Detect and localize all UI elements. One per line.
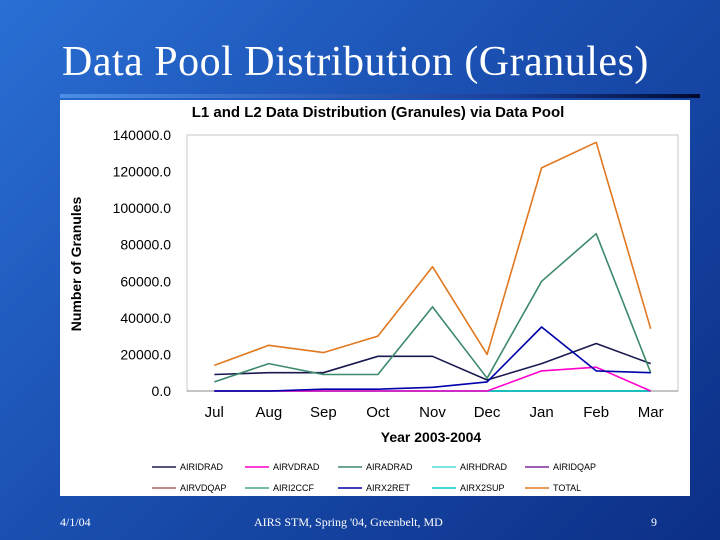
series-lines [214,141,652,392]
legend-label: AIRADRAD [366,462,413,472]
legend-label: AIRVDQAP [180,483,226,493]
y-tick-label: 60000.0 [120,273,171,289]
footer-presentation-info: AIRS STM, Spring '04, Greenbelt, MD [254,515,443,529]
x-tick-label: Oct [366,404,390,421]
series-line-airadrad [214,232,652,383]
x-tick-label: Sep [310,404,337,421]
x-tick-label: Aug [255,404,282,421]
legend-label: AIRVDRAD [273,462,320,472]
legend-label: AIRIDQAP [553,462,596,472]
plot-area [186,134,679,392]
series-line-airidrad [214,342,651,381]
legend-label: AIRHDRAD [460,462,508,472]
footer-date: 4/1/04 [60,515,91,529]
y-tick-label: 40000.0 [120,310,171,326]
slide-title: Data Pool Distribution (Granules) [62,39,649,85]
legend-label: TOTAL [553,483,581,493]
legend: AIRIDRAD AIRVDRAD AIRADRAD AIRHDRAD AIRIDQAP… [152,462,596,493]
y-axis-label: Number of Granules [68,197,84,332]
series-line-total [214,141,652,367]
y-tick-label: 100000.0 [113,200,172,216]
x-tick-label: Jul [205,404,224,421]
footer-page-number: 9 [651,515,657,529]
x-tick-label: Nov [419,404,446,421]
y-tick-label: 120000.0 [113,164,172,180]
series-line-airx2ret [214,326,651,392]
title-divider [60,94,700,98]
y-tick-label: 20000.0 [120,346,171,362]
y-tick-label: 80000.0 [120,237,171,253]
legend-label: AIRIDRAD [180,462,224,472]
x-tick-label: Feb [583,404,609,421]
x-tick-label: Dec [474,404,501,421]
axis-ticks: 0.0 20000.0 40000.0 60000.0 80000.0 100000.0 1… [113,127,664,421]
plot-frame [186,134,679,392]
chart-panel: L1 and L2 Data Distribution (Granules) v… [60,100,690,496]
legend-label: AIRI2CCF [273,483,315,493]
y-tick-label: 0.0 [152,383,172,399]
x-tick-label: Jan [530,404,554,421]
x-tick-label: Mar [638,404,664,421]
legend-label: AIRX2SUP [460,483,505,493]
line-chart: L1 and L2 Data Distribution (Granules) v… [68,104,679,493]
chart-title: L1 and L2 Data Distribution (Granules) v… [192,104,565,121]
x-axis-label: Year 2003-2004 [381,429,482,445]
legend-label: AIRX2RET [366,483,411,493]
y-tick-label: 140000.0 [113,127,172,143]
